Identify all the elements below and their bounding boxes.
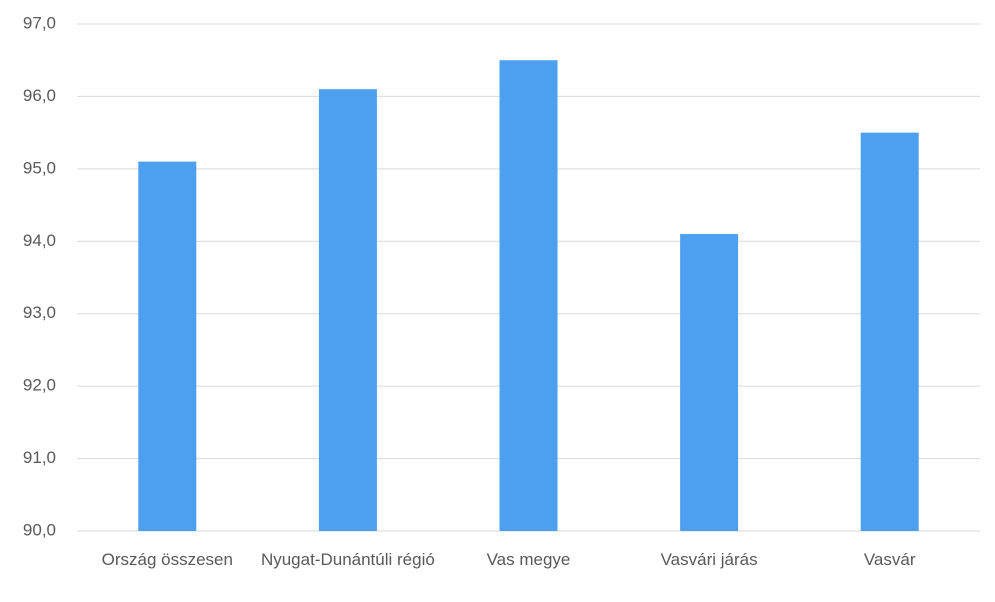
bar <box>318 89 377 531</box>
x-tick-label: Ország összesen <box>101 550 233 569</box>
bar <box>860 132 919 531</box>
y-tick-label: 97,0 <box>23 13 56 32</box>
bar <box>138 161 197 531</box>
y-tick-label: 94,0 <box>23 231 56 250</box>
y-tick-label: 92,0 <box>23 376 56 395</box>
y-tick-label: 95,0 <box>23 158 56 177</box>
y-tick-label: 91,0 <box>23 448 56 467</box>
x-tick-label: Vasvár <box>863 550 916 569</box>
y-tick-label: 93,0 <box>23 303 56 322</box>
x-tick-label: Vasvári járás <box>660 550 758 569</box>
y-tick-label: 96,0 <box>23 86 56 105</box>
bar <box>680 234 739 532</box>
x-tick-label: Nyugat-Dunántúli régió <box>260 550 435 569</box>
y-tick-label: 90,0 <box>23 520 56 539</box>
x-tick-label: Vas megye <box>486 550 571 569</box>
bar <box>499 60 558 531</box>
